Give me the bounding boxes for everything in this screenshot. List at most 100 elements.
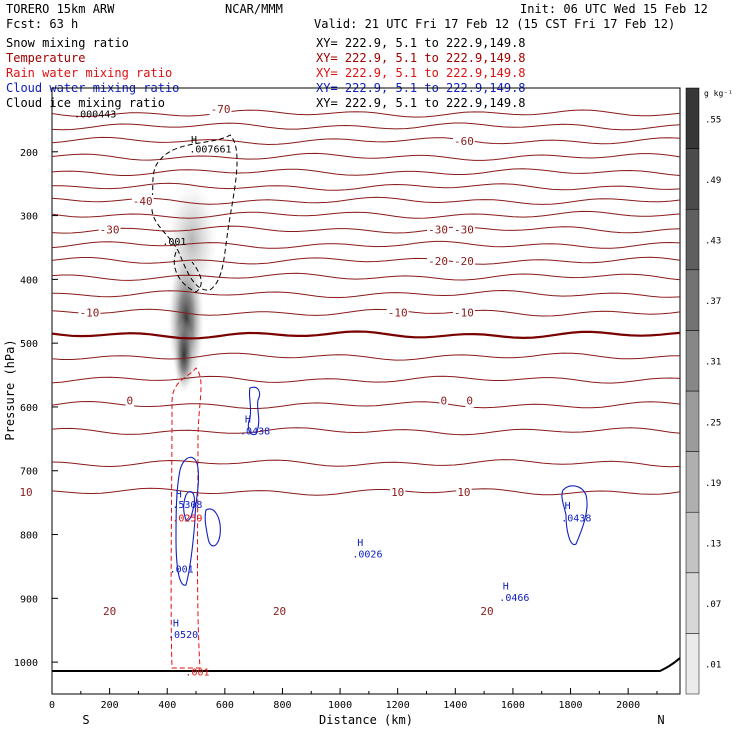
isotherm-0 xyxy=(52,330,680,340)
cloud-ice-labels: H.007661 .001 .000443 xyxy=(74,110,231,249)
isotherm-25 xyxy=(52,459,680,468)
x-axis-title: Distance (km) xyxy=(319,713,413,727)
cloud-water-label: .0026 xyxy=(352,550,382,561)
isotherm--60 xyxy=(52,136,680,146)
isotherm--40 xyxy=(52,196,680,205)
isotherm--15 xyxy=(52,272,680,281)
rain-water-labels: .001 .0259 xyxy=(172,513,209,678)
y-tick-label: 300 xyxy=(20,212,38,223)
colorbar-label: .01 xyxy=(705,661,721,671)
y-tick-label: 900 xyxy=(20,594,38,605)
colorbar-label: .07 xyxy=(705,600,721,610)
isotherm-label-bg xyxy=(427,223,449,237)
isotherm-label-bg xyxy=(439,394,449,408)
isotherm--30 xyxy=(52,225,680,234)
cloud-ice-label: .001 xyxy=(162,237,186,248)
isotherm--5 xyxy=(52,308,680,317)
isotherm-label-bg xyxy=(101,605,118,619)
colorbar-swatch xyxy=(685,208,700,271)
colorbar-swatch xyxy=(685,390,700,452)
isotherm-label: -60 xyxy=(454,135,474,148)
isotherm-label: 0 xyxy=(440,395,447,408)
isotherm-label-bg xyxy=(98,223,121,237)
colorbar: .01 .07 .13 .19 .25 .31 .37 .43 .49 .55 xyxy=(685,87,721,695)
y-tick-label: 200 xyxy=(20,148,38,159)
isotherm-label: 10 xyxy=(391,486,404,499)
isotherm--10 xyxy=(52,289,680,299)
cloud-water-label: H xyxy=(357,538,363,549)
isotherm-label-bg xyxy=(479,605,495,619)
isotherm--20 xyxy=(52,256,680,265)
colorbar-label: .49 xyxy=(705,176,721,186)
forecast-hour: Fcst: 63 h xyxy=(6,17,78,31)
isotherm-label: -40 xyxy=(133,195,153,208)
isotherm-label-bg xyxy=(453,223,475,237)
isotherm-label-bg xyxy=(209,103,232,117)
cloud-water-label: .0438 xyxy=(561,513,591,524)
terrain xyxy=(52,657,680,672)
isotherm-label: 10 xyxy=(457,486,470,499)
isotherm-label-bg xyxy=(427,254,449,268)
plot-frame xyxy=(51,87,681,695)
colorbar-label: .43 xyxy=(705,237,721,247)
colorbar-swatch xyxy=(685,572,700,634)
y-axis: 200 300 400 500 600 700 800 900 1000 xyxy=(14,148,58,669)
center-title: NCAR/MMM xyxy=(225,2,283,16)
isotherm-label-bg xyxy=(271,605,288,619)
isotherm-label: -70 xyxy=(211,103,231,116)
isotherm-label-bg xyxy=(453,254,475,268)
isotherm--45 xyxy=(52,182,680,191)
isotherm-15 xyxy=(52,400,680,410)
y-tick-label: 700 xyxy=(20,467,38,478)
isotherm-5 xyxy=(52,352,680,361)
x-tick-label: 400 xyxy=(158,700,176,711)
north-end-label: N xyxy=(657,713,664,727)
isotherm-label-bg xyxy=(453,306,475,320)
colorbar-label: .31 xyxy=(705,358,721,368)
x-tick-label: 1600 xyxy=(501,700,525,711)
x-tick-label: 2000 xyxy=(616,700,640,711)
x-axis: 0 200 400 600 800 1000 1200 1400 1600 1800 2000 xyxy=(49,688,658,711)
x-tick-label: 1000 xyxy=(328,700,352,711)
isotherm-label-bg xyxy=(453,134,475,148)
cloud-water-label: .001 xyxy=(170,564,194,575)
colorbar-swatch xyxy=(685,269,700,331)
x-tick-label: 200 xyxy=(101,700,119,711)
model-title: TORERO 15km ARW xyxy=(6,2,115,16)
isotherm-label-bg xyxy=(465,394,475,408)
cloud-water-label: H xyxy=(565,501,571,512)
colorbar-label: .13 xyxy=(705,540,721,550)
isotherm-label: -10 xyxy=(80,307,100,320)
cloud-ice-label: H xyxy=(191,135,197,146)
isotherm-label: 20 xyxy=(273,605,286,618)
colorbar-swatch xyxy=(685,148,700,210)
cloud-water-label: H xyxy=(245,414,251,425)
colorbar-unit: g kg⁻¹ xyxy=(704,89,733,98)
cloud-water-label: .0438 xyxy=(240,427,270,438)
colorbar-swatch xyxy=(685,451,700,513)
cloud-ice-label: .007661 xyxy=(189,145,231,156)
temperature-isotherms xyxy=(52,109,680,496)
cloud-ice-contours xyxy=(151,134,238,293)
rain-water-label: .0259 xyxy=(172,513,202,524)
cloud-water-label: H xyxy=(176,490,182,501)
colorbar-swatch xyxy=(685,87,700,149)
colorbar-label: .25 xyxy=(705,418,721,428)
isotherm-label-bg xyxy=(390,485,406,499)
x-tick-label: 1400 xyxy=(443,700,467,711)
y-axis-title: Pressure (hPa) xyxy=(3,339,17,440)
cloud-water-label: .0466 xyxy=(499,593,529,604)
isotherm-30 xyxy=(52,487,680,496)
x-tick-label: 800 xyxy=(273,700,291,711)
isotherm-10 xyxy=(52,375,680,384)
isotherm-labels: -70-60-40-30-30-30-20-20-20-10-10-100001… xyxy=(18,103,495,619)
x-tick-label: 1800 xyxy=(558,700,582,711)
cloud-water-label: .5308 xyxy=(172,500,202,511)
y-tick-label: 400 xyxy=(20,275,38,286)
x-tick-label: 1200 xyxy=(386,700,410,711)
field-name: Snow mixing ratio xyxy=(6,36,129,50)
isotherm-label: -30 xyxy=(100,224,120,237)
isotherm-label: -10 xyxy=(454,307,474,320)
